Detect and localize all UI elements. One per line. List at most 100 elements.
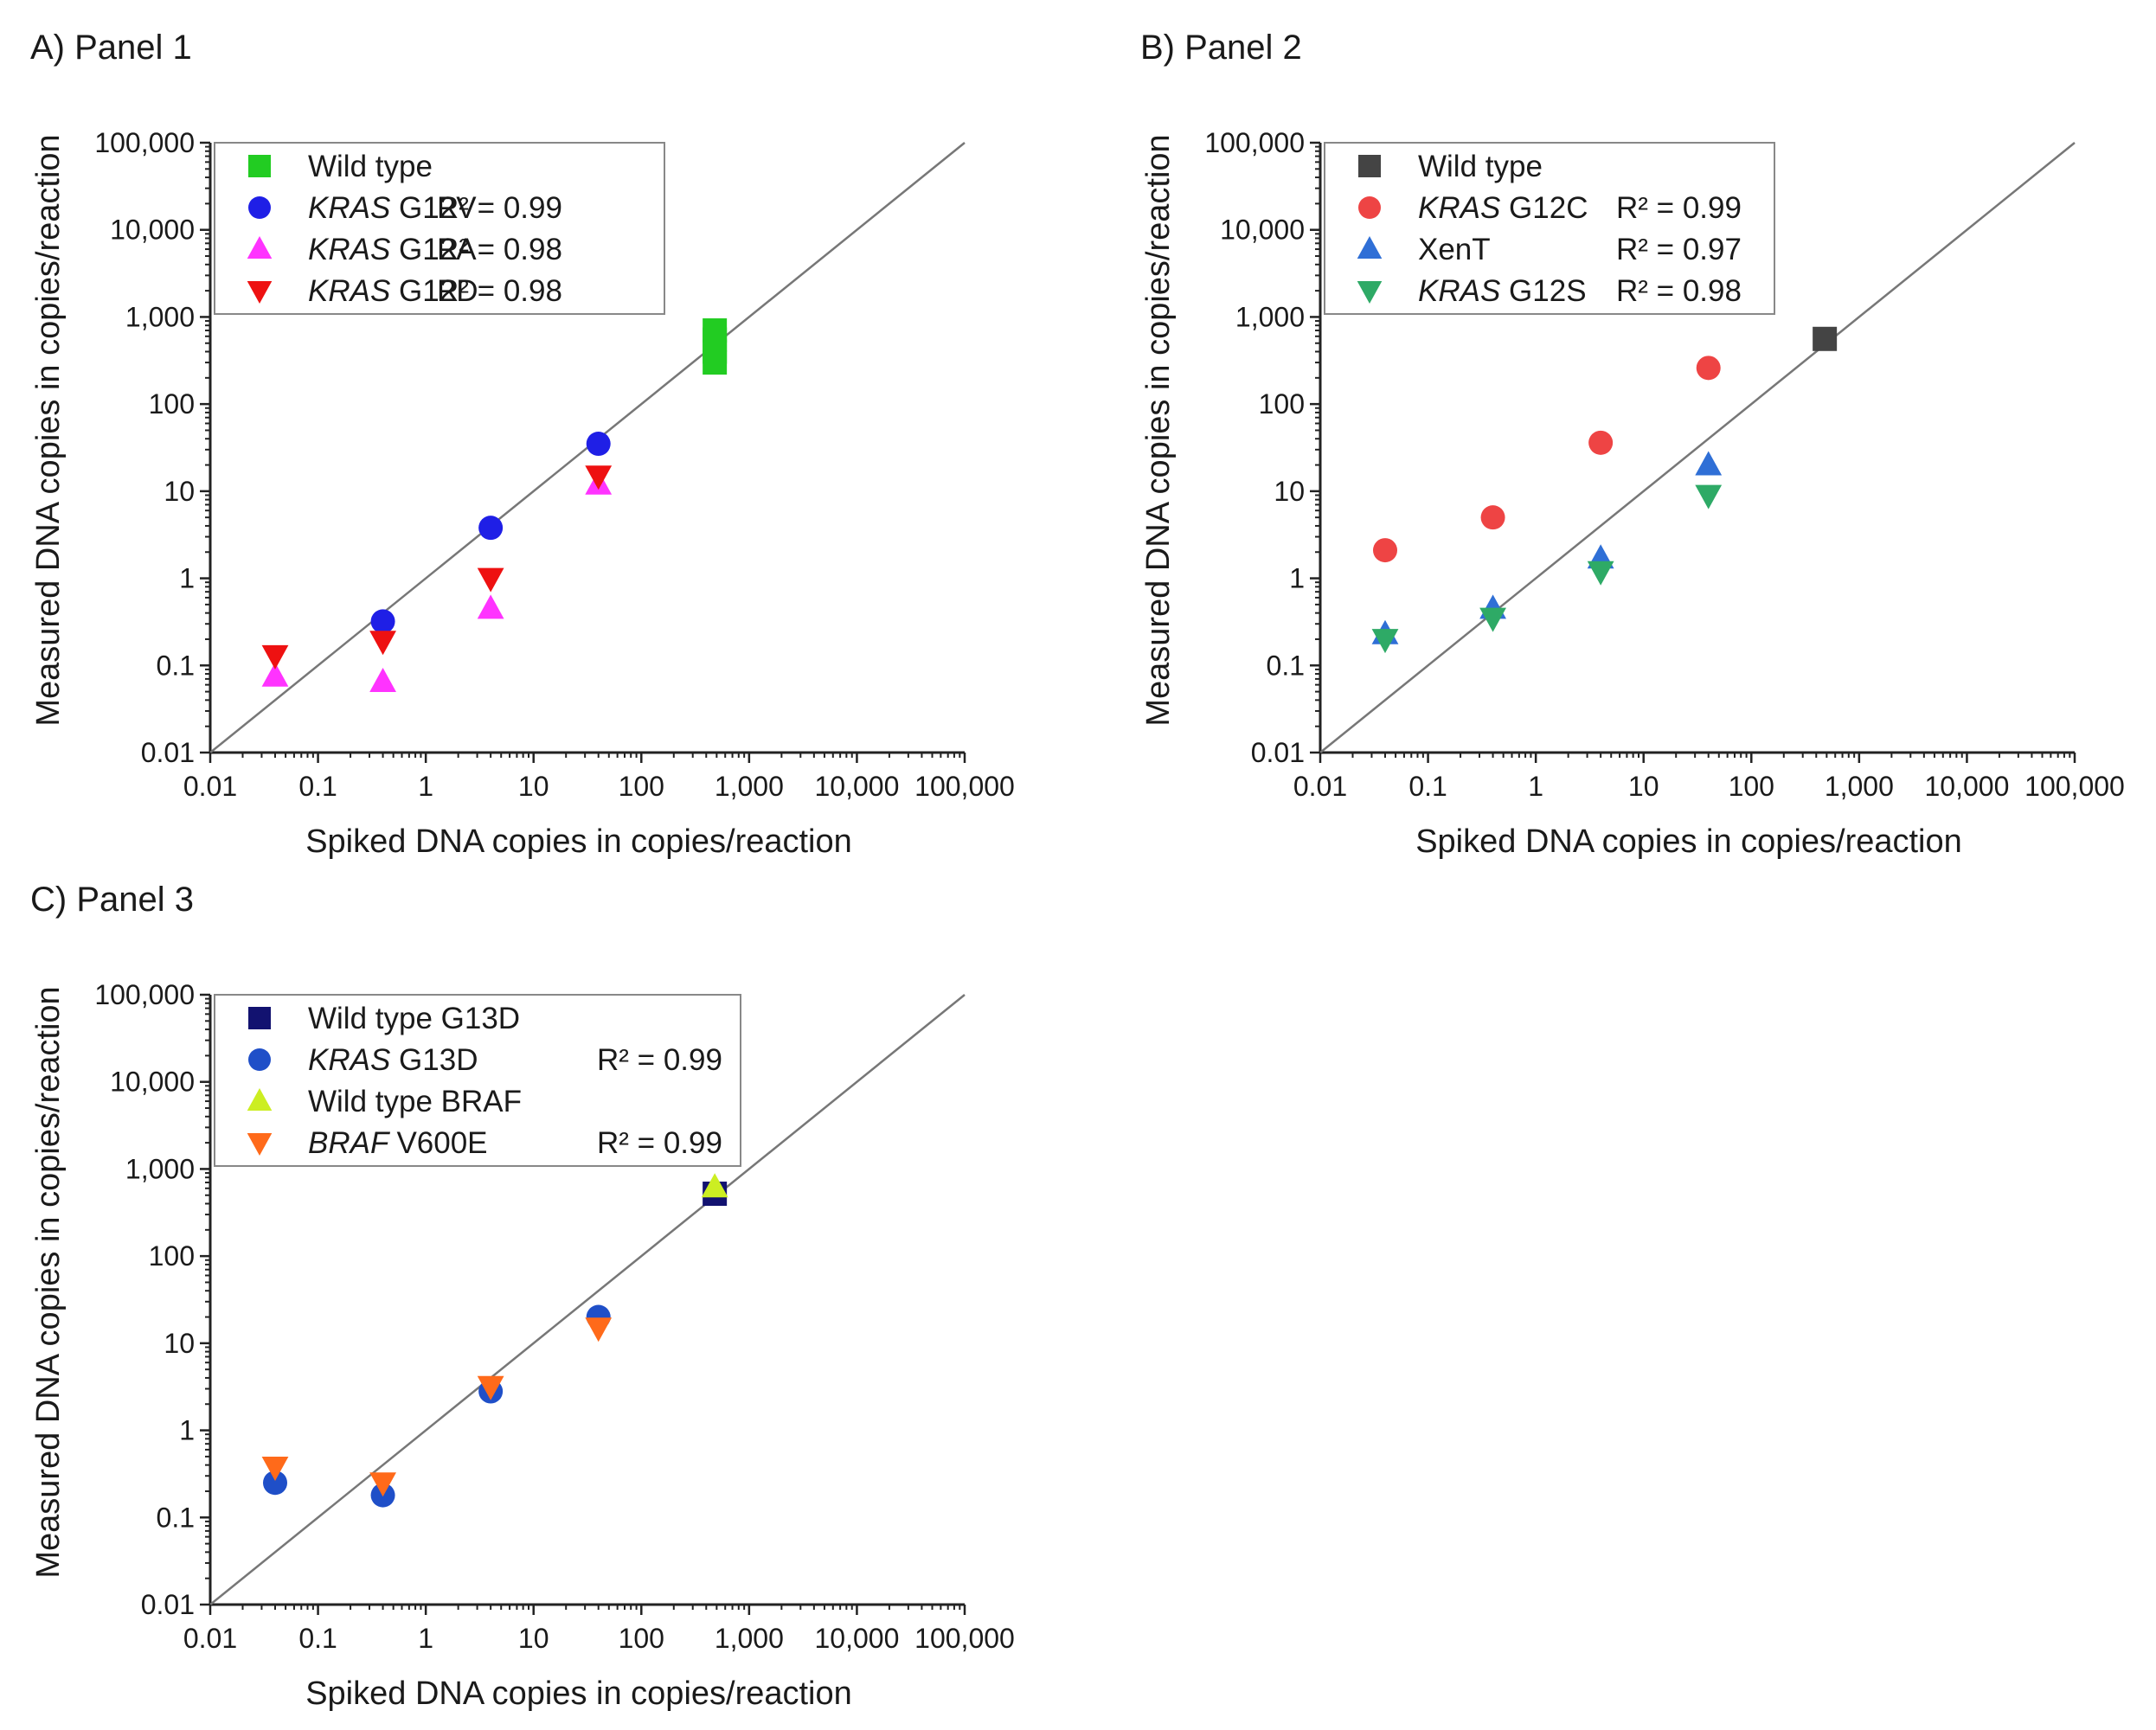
- x-tick-label: 100: [1729, 771, 1774, 802]
- legend: Wild type G13D KRAS G13D R² = 0.99 Wild typ…: [214, 994, 741, 1167]
- y-tick-label: 100,000: [94, 127, 195, 158]
- data-point: [262, 1470, 287, 1496]
- x-tick-label: 10: [518, 1623, 549, 1654]
- y-tick-label: 1,000: [1235, 301, 1305, 332]
- data-point: [261, 662, 289, 687]
- y-tick-label: 1,000: [125, 1153, 195, 1184]
- legend-label: Wild type: [308, 150, 433, 183]
- x-tick-label: 1: [1528, 771, 1543, 802]
- legend-series-name: Wild type: [1418, 150, 1543, 183]
- y-axis-label: Measured DNA copies in copies/reaction: [30, 986, 67, 1578]
- legend-r2: R² = 0.99: [1616, 191, 1742, 225]
- x-tick-label: 0.01: [1293, 771, 1347, 802]
- reference-line: [1319, 142, 2076, 753]
- data-point: [477, 1375, 504, 1400]
- data-point: [1696, 356, 1721, 381]
- series-2: [262, 1304, 611, 1508]
- y-tick-label: 1: [179, 563, 195, 594]
- data-point: [585, 1317, 613, 1342]
- x-tick-label: 100: [619, 1623, 664, 1654]
- x-tick-label: 1: [418, 771, 433, 802]
- reference-line: [209, 994, 966, 1605]
- legend-series-name: Wild type G13D: [308, 1002, 520, 1035]
- series-3: [701, 1173, 728, 1198]
- x-tick-label: 0.1: [298, 1623, 337, 1654]
- y-tick-label: 100: [149, 1240, 195, 1272]
- data-point: [1480, 505, 1505, 530]
- legend-gene: KRAS: [308, 1043, 399, 1077]
- data-point: [1695, 451, 1723, 476]
- y-tick-label: 100,000: [1204, 127, 1305, 158]
- y-tick-label: 100: [1259, 388, 1305, 420]
- legend-box: [214, 994, 741, 1167]
- legend-series-name: V600E: [396, 1126, 487, 1160]
- data-point: [477, 567, 504, 593]
- x-tick-label: 1,000: [715, 771, 784, 802]
- series-1: [703, 318, 728, 375]
- legend-series-name: G12D: [399, 274, 478, 308]
- legend-r2: R² = 0.98: [437, 274, 562, 308]
- x-axis-label: Spiked DNA copies in copies/reaction: [305, 1676, 852, 1712]
- series-4: [261, 1317, 613, 1497]
- legend-r2: R² = 0.98: [437, 233, 562, 266]
- legend-gene: KRAS: [308, 274, 399, 308]
- data-point: [1371, 629, 1399, 654]
- legend: Wild type KRAS G12C R² = 0.99 XenT R² = 0.97…: [1324, 142, 1775, 315]
- legend-label: KRAS G13D: [308, 1043, 478, 1077]
- data-point: [1813, 326, 1838, 351]
- x-tick-label: 100,000: [2024, 771, 2125, 802]
- series-2: [370, 432, 611, 634]
- legend-marker: [248, 155, 271, 177]
- data-point: [369, 668, 396, 693]
- data-point: [1479, 607, 1506, 632]
- legend-r2: R² = 0.97: [1616, 233, 1742, 266]
- legend-marker: [248, 196, 271, 219]
- legend-marker: [248, 1048, 271, 1071]
- legend-label: Wild type BRAF: [308, 1085, 522, 1118]
- legend-label: KRAS G12V: [308, 191, 477, 225]
- x-axis-label: Spiked DNA copies in copies/reaction: [1415, 823, 1962, 860]
- data-point: [1372, 538, 1397, 563]
- legend-series-name: Wild type: [308, 150, 433, 183]
- data-point: [701, 1173, 728, 1198]
- legend-gene: BRAF: [308, 1126, 396, 1160]
- y-tick-label: 1: [1289, 563, 1305, 594]
- legend-label: Wild type G13D: [308, 1002, 520, 1035]
- data-point: [370, 609, 395, 634]
- legend-marker: [247, 1132, 273, 1156]
- panel-title: A) Panel 1: [30, 29, 192, 67]
- data-point: [1695, 484, 1723, 509]
- legend-label: KRAS G12C: [1418, 191, 1588, 225]
- x-tick-label: 1: [418, 1623, 433, 1654]
- y-tick-label: 10,000: [110, 215, 195, 246]
- data-point: [478, 516, 504, 541]
- chart-panel-3: C) Panel 3 0.01 0.1 1 10 100 1,000 10,000 100,00…: [30, 881, 1015, 1712]
- series-4: [261, 465, 613, 670]
- x-axis-label: Spiked DNA copies in copies/reaction: [305, 823, 852, 860]
- legend-marker: [247, 1088, 273, 1112]
- legend-series-name: G12S: [1509, 274, 1587, 308]
- legend-label: Wild type: [1418, 150, 1543, 183]
- legend-gene: KRAS: [1418, 274, 1509, 308]
- x-tick-label: 10,000: [814, 1623, 899, 1654]
- series-4: [1371, 484, 1723, 654]
- y-tick-label: 0.1: [1267, 650, 1305, 681]
- data-point: [261, 1456, 289, 1481]
- y-tick-label: 1,000: [125, 301, 195, 332]
- series-3: [1371, 451, 1723, 644]
- data-point: [703, 318, 728, 343]
- y-tick-label: 0.1: [157, 1502, 195, 1533]
- data-point: [585, 465, 613, 490]
- x-tick-label: 100,000: [914, 1623, 1015, 1654]
- legend-r2: R² = 0.99: [597, 1126, 722, 1160]
- x-tick-label: 10,000: [1924, 771, 2009, 802]
- x-tick-label: 0.01: [183, 771, 237, 802]
- legend-marker: [247, 280, 273, 304]
- legend-marker: [1358, 155, 1381, 177]
- legend-label: BRAF V600E: [308, 1126, 488, 1160]
- legend-marker: [1357, 280, 1383, 304]
- legend-gene: KRAS: [308, 191, 399, 225]
- y-tick-label: 10,000: [110, 1067, 195, 1098]
- y-axis-label: Measured DNA copies in copies/reaction: [30, 134, 67, 726]
